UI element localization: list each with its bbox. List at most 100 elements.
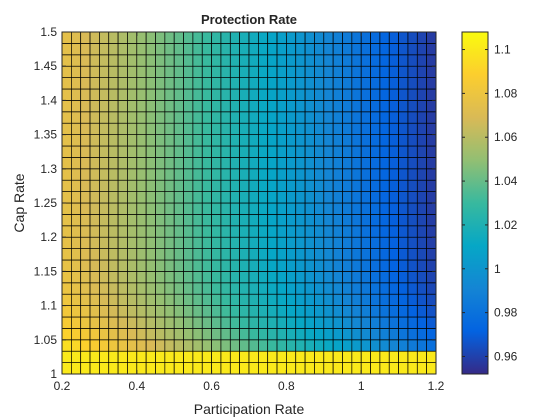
heatmap-cell (61, 225, 72, 238)
heatmap-cell (258, 43, 269, 56)
heatmap-cell (239, 122, 250, 135)
heatmap-cell (164, 328, 175, 341)
heatmap-cell (155, 54, 166, 67)
y-tick-label: 1.1 (40, 299, 57, 313)
heatmap-cell (342, 134, 353, 147)
heatmap-cell (370, 305, 381, 318)
heatmap-cell (201, 339, 212, 352)
heatmap-cell (398, 179, 409, 192)
heatmap-cell (117, 214, 128, 227)
heatmap-cell (258, 293, 269, 306)
heatmap-cell (127, 88, 138, 101)
heatmap-cell (145, 191, 156, 204)
heatmap-cell (117, 191, 128, 204)
heatmap-cell (136, 350, 147, 363)
heatmap-cell (229, 350, 241, 363)
heatmap-cell (155, 350, 166, 363)
heatmap-cell (229, 111, 241, 124)
heatmap-cell (164, 145, 175, 158)
heatmap-cell (379, 122, 390, 135)
heatmap-cell (99, 191, 110, 204)
heatmap-cell (220, 43, 231, 56)
heatmap-cell (416, 65, 427, 78)
heatmap-cell (342, 214, 353, 227)
heatmap-cell (183, 31, 194, 44)
heatmap-cell (220, 31, 231, 44)
heatmap-cell (239, 259, 250, 272)
heatmap-cell (323, 168, 334, 181)
heatmap-cell (239, 54, 250, 67)
heatmap-cell (145, 65, 156, 78)
heatmap-cell (388, 248, 399, 261)
heatmap-cell (239, 168, 250, 181)
heatmap-cell (117, 202, 128, 215)
heatmap-cell (145, 316, 156, 329)
heatmap-cell (239, 100, 250, 113)
heatmap-cell (192, 43, 203, 56)
heatmap-cell (258, 88, 269, 101)
heatmap-cell (192, 350, 203, 363)
heatmap-cell (342, 248, 353, 261)
heatmap-cell (370, 145, 381, 158)
heatmap-cell (201, 202, 212, 215)
heatmap-cell (183, 316, 194, 329)
heatmap-cell (183, 225, 194, 238)
heatmap-cell (192, 225, 203, 238)
heatmap-cell (267, 145, 278, 158)
heatmap-cell (173, 191, 184, 204)
heatmap-cell (276, 225, 287, 238)
heatmap-cell (248, 100, 259, 113)
heatmap-cell (398, 168, 409, 181)
heatmap-cell (276, 179, 287, 192)
heatmap-cell (108, 248, 119, 261)
heatmap-cell (276, 157, 287, 170)
heatmap-cell (407, 214, 418, 227)
heatmap-cell (61, 259, 72, 272)
heatmap-cell (351, 328, 362, 341)
heatmap-cell (229, 157, 241, 170)
heatmap-cell (323, 305, 334, 318)
heatmap-cell (360, 31, 371, 44)
heatmap-cell (164, 202, 175, 215)
heatmap-cell (239, 145, 250, 158)
heatmap-cell (183, 122, 194, 135)
heatmap-cell (388, 134, 399, 147)
heatmap-cell (388, 179, 399, 192)
heatmap-cell (332, 248, 343, 261)
heatmap-cell (239, 225, 250, 238)
heatmap-cell (370, 100, 381, 113)
heatmap-cell (379, 282, 390, 295)
heatmap-cell (416, 77, 427, 90)
heatmap-cell (426, 54, 437, 67)
heatmap-cell (370, 259, 381, 272)
heatmap-cell (117, 305, 128, 318)
heatmap-cell (276, 100, 287, 113)
heatmap-cell (416, 248, 427, 261)
heatmap-cell (314, 271, 325, 284)
heatmap-cell (220, 282, 231, 295)
heatmap-cell (258, 134, 269, 147)
heatmap-cell (248, 316, 259, 329)
heatmap-cell (351, 316, 362, 329)
heatmap-cell (407, 168, 418, 181)
heatmap-cell (201, 134, 212, 147)
heatmap-cell (379, 100, 390, 113)
heatmap-cell (201, 77, 212, 90)
heatmap-cell (173, 259, 184, 272)
heatmap-cell (211, 31, 222, 44)
heatmap-cell (220, 100, 231, 113)
heatmap-cell (314, 248, 325, 261)
heatmap-cell (416, 191, 427, 204)
heatmap-cell (211, 77, 222, 90)
heatmap-cell (248, 65, 259, 78)
heatmap-cell (136, 179, 147, 192)
heatmap-cell (117, 259, 128, 272)
heatmap-cell (351, 248, 362, 261)
heatmap-cell (145, 305, 156, 318)
heatmap-cell (211, 168, 222, 181)
heatmap-cell (258, 168, 269, 181)
heatmap-cell (117, 248, 128, 261)
heatmap-cell (201, 122, 212, 135)
heatmap-cell (323, 282, 334, 295)
heatmap-cell (407, 54, 418, 67)
